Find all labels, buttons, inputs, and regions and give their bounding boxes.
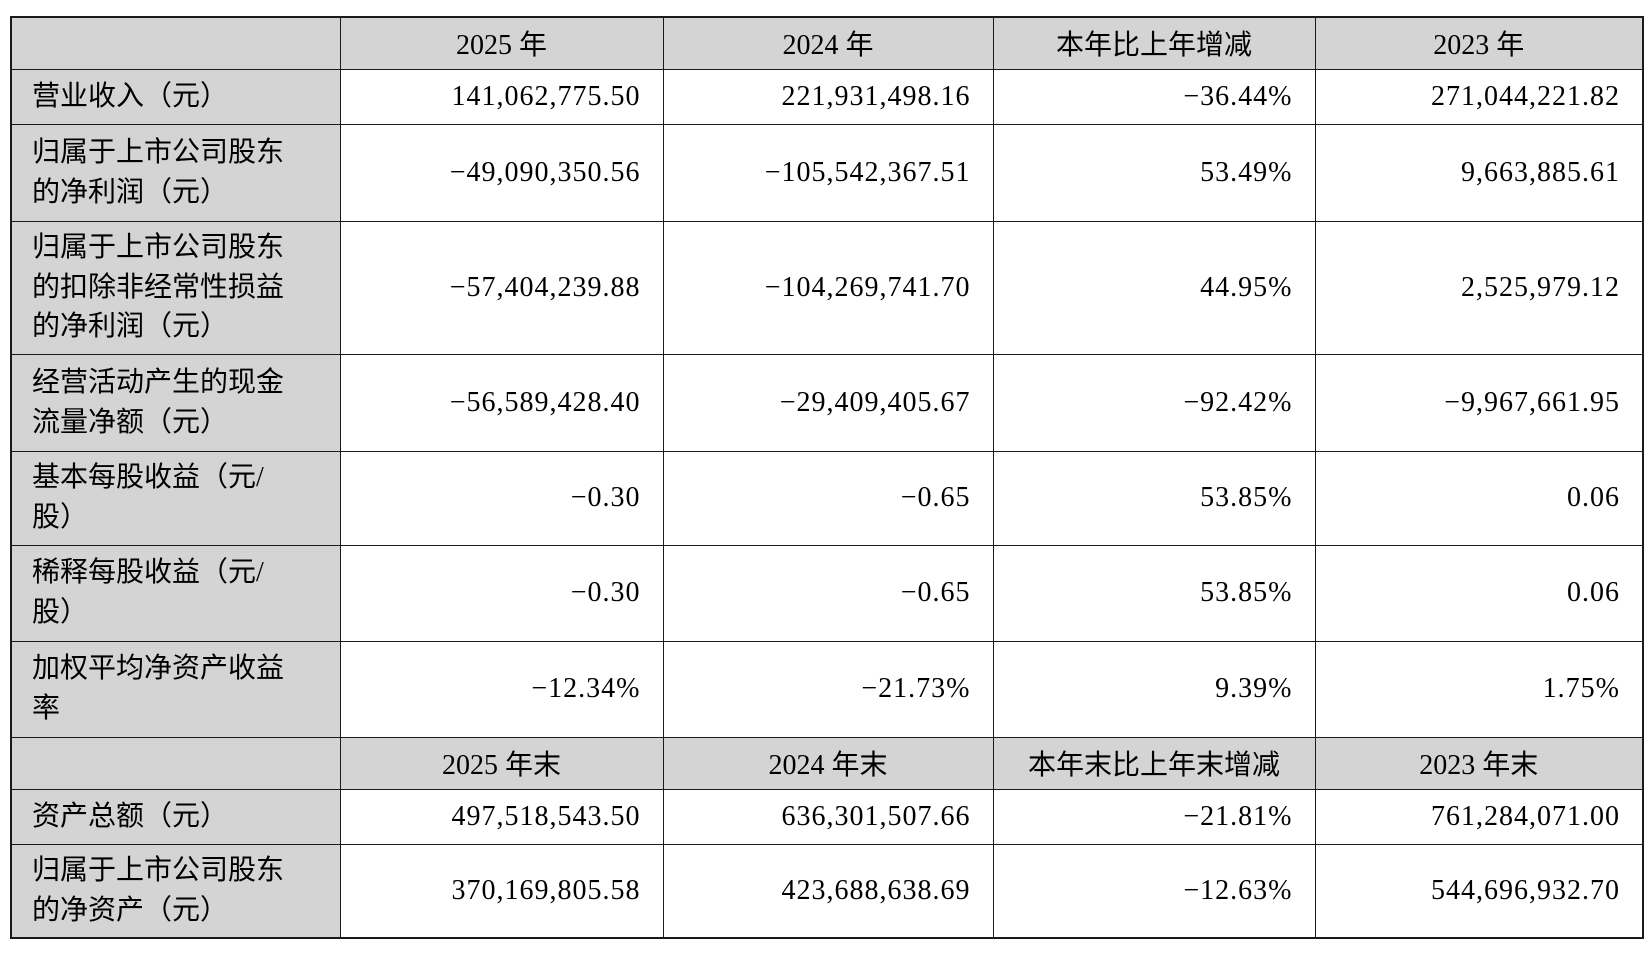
cell-value: −104,269,741.70 [662,220,994,355]
column-header-2024: 2024 年 [662,16,994,70]
column-header-2025-yearend: 2025 年末 [339,736,664,790]
row-label: 加权平均净资产收益率 [10,640,341,738]
row-label: 资产总额（元） [10,788,341,845]
column-header-2023-yearend: 2023 年末 [1314,736,1644,790]
cell-value: 761,284,071.00 [1314,788,1644,845]
cell-value: 271,044,221.82 [1314,68,1644,125]
column-header-2025: 2025 年 [339,16,664,70]
row-total-assets: 资产总额（元） 497,518,543.50 636,301,507.66 −2… [10,788,1644,845]
row-net-assets-attributable: 归属于上市公司股东的净资产（元） 370,169,805.58 423,688,… [10,843,1644,939]
row-label: 基本每股收益（元/股） [10,450,341,546]
header-row-annual: 2025 年 2024 年 本年比上年增减 2023 年 [10,16,1644,70]
cell-value: −36.44% [992,68,1316,125]
header-corner-cell [10,16,341,70]
row-operating-revenue: 营业收入（元） 141,062,775.50 221,931,498.16 −3… [10,68,1644,125]
financial-summary: 2025 年 2024 年 本年比上年增减 2023 年 营业收入（元） 141… [10,16,1644,939]
cell-value: 544,696,932.70 [1314,843,1644,939]
row-net-profit-attributable: 归属于上市公司股东的净利润（元） −49,090,350.56 −105,542… [10,123,1644,222]
cell-value: 53.49% [992,123,1316,222]
cell-value: 1.75% [1314,640,1644,738]
cell-value: −12.34% [339,640,664,738]
column-header-2024-yearend: 2024 年末 [662,736,994,790]
cell-value: −56,589,428.40 [339,353,664,452]
row-label: 营业收入（元） [10,68,341,125]
row-label: 归属于上市公司股东的净资产（元） [10,843,341,939]
row-label: 归属于上市公司股东的净利润（元） [10,123,341,222]
cell-value: −49,090,350.56 [339,123,664,222]
cell-value: 53.85% [992,450,1316,546]
cell-value: −0.30 [339,450,664,546]
header-row-yearend: 2025 年末 2024 年末 本年末比上年末增减 2023 年末 [10,736,1644,790]
row-label: 经营活动产生的现金流量净额（元） [10,353,341,452]
financial-summary-table: 2025 年 2024 年 本年比上年增减 2023 年 营业收入（元） 141… [10,16,1644,939]
row-basic-eps: 基本每股收益（元/股） −0.30 −0.65 53.85% 0.06 [10,450,1644,546]
cell-value: −0.65 [662,450,994,546]
row-label: 归属于上市公司股东的扣除非经常性损益的净利润（元） [10,220,341,355]
cell-value: −21.81% [992,788,1316,845]
cell-value: −29,409,405.67 [662,353,994,452]
cell-value: 9,663,885.61 [1314,123,1644,222]
cell-value: −0.65 [662,544,994,642]
column-header-yearend-change: 本年末比上年末增减 [992,736,1316,790]
cell-value: −0.30 [339,544,664,642]
cell-value: −12.63% [992,843,1316,939]
row-weighted-avg-roe: 加权平均净资产收益率 −12.34% −21.73% 9.39% 1.75% [10,640,1644,738]
cell-value: 497,518,543.50 [339,788,664,845]
cell-value: 9.39% [992,640,1316,738]
cell-value: −105,542,367.51 [662,123,994,222]
cell-value: −21.73% [662,640,994,738]
header-corner-cell [10,736,341,790]
cell-value: 221,931,498.16 [662,68,994,125]
column-header-2023: 2023 年 [1314,16,1644,70]
row-diluted-eps: 稀释每股收益（元/股） −0.30 −0.65 53.85% 0.06 [10,544,1644,642]
cell-value: 370,169,805.58 [339,843,664,939]
row-net-profit-excl-nonrecurring: 归属于上市公司股东的扣除非经常性损益的净利润（元） −57,404,239.88… [10,220,1644,355]
cell-value: 636,301,507.66 [662,788,994,845]
column-header-yoy-change: 本年比上年增减 [992,16,1316,70]
cell-value: 141,062,775.50 [339,68,664,125]
cell-value: −57,404,239.88 [339,220,664,355]
cell-value: 44.95% [992,220,1316,355]
cell-value: 2,525,979.12 [1314,220,1644,355]
cell-value: 423,688,638.69 [662,843,994,939]
row-operating-cash-flow: 经营活动产生的现金流量净额（元） −56,589,428.40 −29,409,… [10,353,1644,452]
row-label: 稀释每股收益（元/股） [10,544,341,642]
cell-value: 0.06 [1314,544,1644,642]
cell-value: −9,967,661.95 [1314,353,1644,452]
cell-value: 53.85% [992,544,1316,642]
cell-value: 0.06 [1314,450,1644,546]
cell-value: −92.42% [992,353,1316,452]
